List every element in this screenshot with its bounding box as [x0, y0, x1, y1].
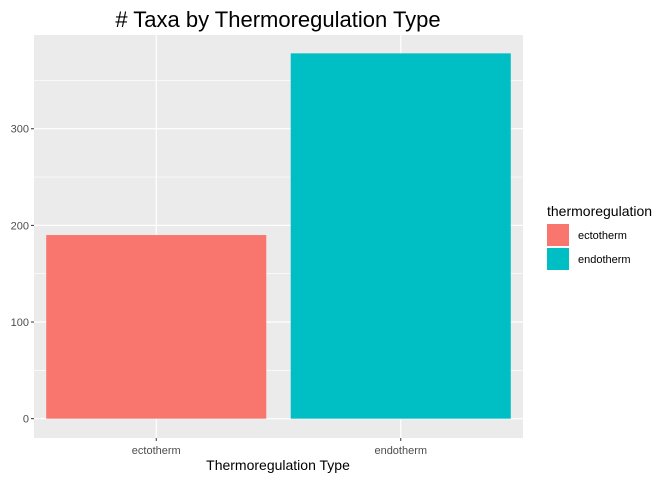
legend-label: endotherm: [578, 254, 631, 266]
legend-swatch: [547, 248, 569, 270]
x-tick-label: ectotherm: [132, 445, 181, 457]
y-tick-label: 300: [11, 124, 29, 136]
bar-endotherm: [290, 53, 511, 419]
legend-title: thermoregulation: [547, 203, 652, 219]
x-axis-title: Thermoregulation Type: [206, 457, 350, 473]
legend-swatch: [547, 224, 569, 246]
y-axis: 0 100 200 300: [11, 124, 34, 426]
bars: [46, 53, 511, 419]
y-tick-label: 200: [11, 220, 29, 232]
legend-label: ectotherm: [578, 230, 627, 242]
legend: thermoregulation ectotherm endotherm: [547, 203, 652, 270]
y-tick-label: 100: [11, 317, 29, 329]
x-axis: ectotherm endotherm: [132, 438, 427, 457]
y-tick-label: 0: [23, 414, 29, 426]
x-tick-label: endotherm: [374, 445, 427, 457]
bar-ectotherm: [46, 235, 267, 419]
chart-title: # Taxa by Thermoregulation Type: [115, 7, 440, 32]
legend-items: ectotherm endotherm: [547, 224, 631, 270]
